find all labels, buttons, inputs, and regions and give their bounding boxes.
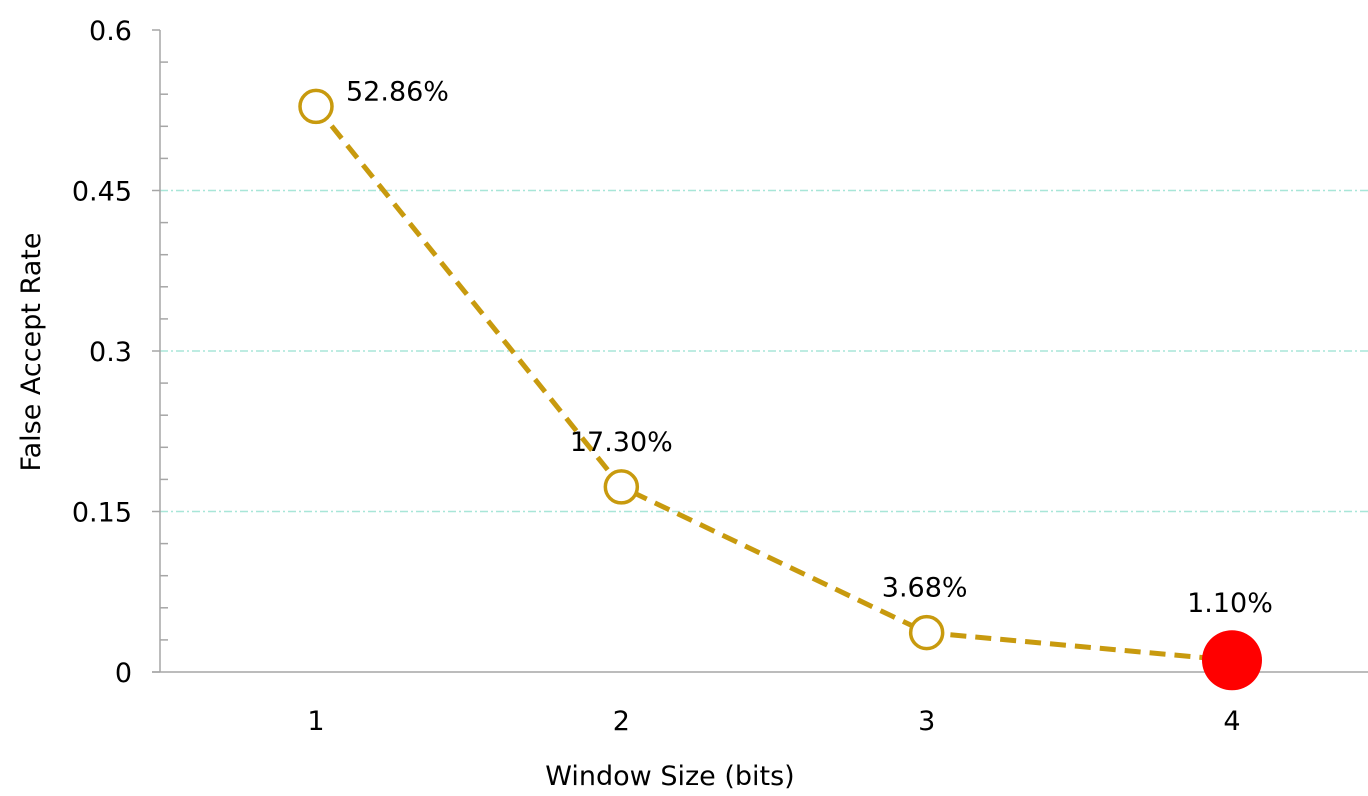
- x-tick-label: 2: [613, 706, 630, 737]
- data-point: [908, 614, 945, 651]
- data-point-highlight: [1201, 630, 1262, 691]
- x-tick-label: 4: [1223, 706, 1240, 737]
- gridlines: [160, 189, 1368, 513]
- y-tick-label: 0: [115, 658, 132, 689]
- data-labels: 52.86% 17.30% 3.68% 1.10%: [346, 76, 1273, 619]
- data-label: 3.68%: [882, 573, 968, 604]
- data-point: [603, 469, 640, 505]
- axes: [152, 29, 1368, 673]
- series-line: [314, 104, 1233, 663]
- y-axis-title: False Accept Rate: [16, 233, 47, 472]
- x-axis-title: Window Size (bits): [545, 761, 794, 792]
- series-line: [314, 104, 1233, 663]
- y-tick-label: 0.15: [72, 498, 132, 529]
- data-point: [298, 88, 334, 125]
- data-label: 17.30%: [570, 427, 673, 458]
- data-markers: [298, 88, 1262, 691]
- x-tick-label: 3: [918, 706, 935, 737]
- x-tick-label: 1: [307, 706, 324, 737]
- x-tick-labels: 1 2 3 4: [307, 706, 1240, 737]
- data-label: 1.10%: [1187, 588, 1273, 619]
- y-tick-label: 0.6: [89, 16, 132, 47]
- y-tick-labels: 0 0.15 0.3 0.45 0.6: [72, 16, 132, 689]
- y-tick-label: 0.45: [72, 177, 132, 208]
- data-label: 52.86%: [346, 76, 449, 107]
- y-tick-label: 0.3: [89, 337, 132, 368]
